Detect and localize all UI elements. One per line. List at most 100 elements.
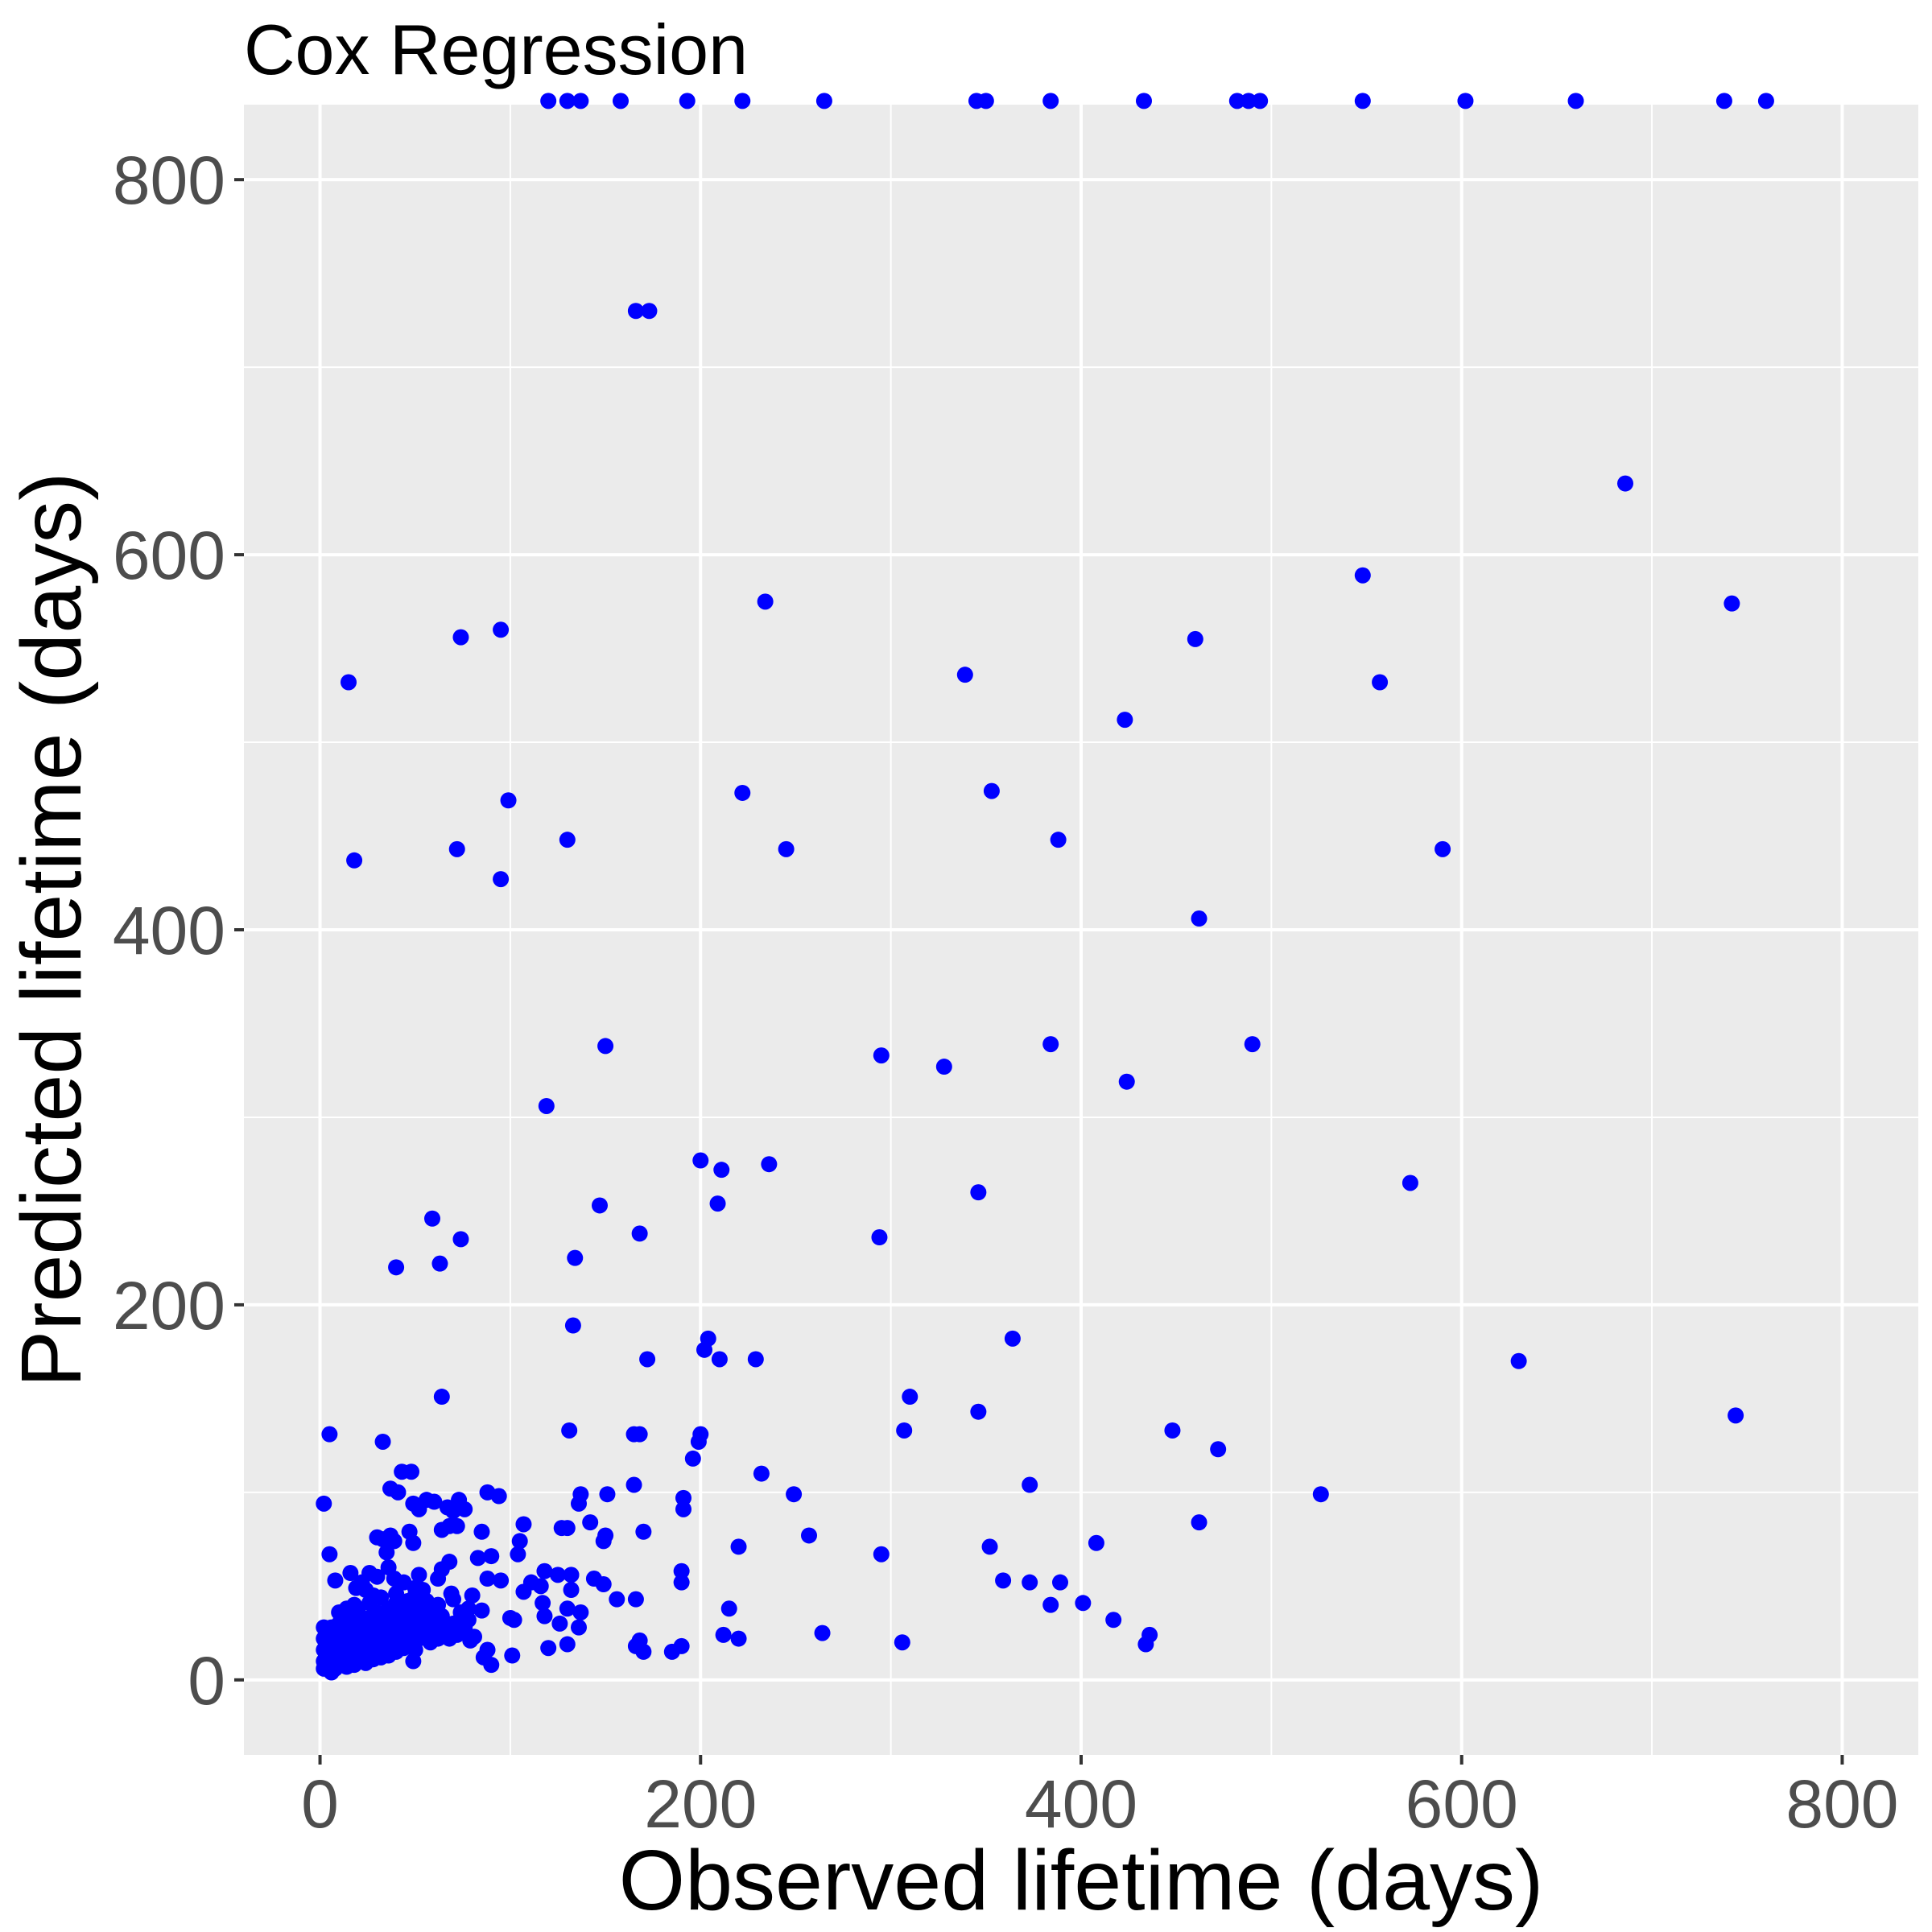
data-point [1402,1174,1418,1191]
data-point [709,1195,726,1212]
data-point [493,621,510,638]
data-point [365,1587,382,1604]
data-point [597,1038,614,1055]
data-point [1191,910,1208,927]
data-point [571,1495,587,1512]
data-point [684,1450,701,1467]
data-point [801,1527,817,1544]
data-point [452,629,469,646]
data-point [567,1249,584,1266]
data-point [504,1647,521,1664]
data-point [1354,93,1371,109]
data-point [1088,1534,1104,1551]
data-point [1715,93,1732,109]
data-point [572,93,589,109]
data-point [1457,93,1474,109]
data-point [675,1501,691,1517]
data-point [1022,1574,1038,1591]
x-tick-label: 800 [1785,1766,1898,1842]
data-point [641,303,658,320]
data-point [871,1229,888,1246]
data-point [1117,712,1133,729]
data-point [452,1231,469,1248]
data-point [935,1059,952,1075]
data-point [456,1501,473,1517]
axis-ticks [234,178,1844,1765]
data-point [540,1640,557,1657]
data-point [483,1657,500,1674]
data-point [983,782,1000,799]
data-point [757,593,774,610]
data-point [956,667,973,683]
data-point [342,1565,359,1582]
data-point [321,1426,338,1443]
data-point [551,1615,568,1632]
data-point [761,1156,778,1173]
data-point [1228,93,1245,109]
data-point [431,1255,448,1272]
data-point [559,1600,576,1617]
data-point [473,1602,490,1619]
data-point [873,1546,890,1563]
data-point [510,1546,526,1563]
data-point [536,1608,553,1624]
data-point [981,1538,998,1555]
data-point [692,1152,709,1169]
data-point [462,1632,479,1649]
data-point [814,1624,831,1641]
x-axis-title: Observed lifetime (days) [619,1833,1544,1928]
data-point [977,93,994,109]
data-point [433,1389,450,1406]
major-gridlines [244,105,1918,1755]
data-point [538,1097,555,1114]
data-point [1724,595,1740,612]
data-point [1252,93,1269,109]
data-point [1042,93,1059,109]
data-point [469,1550,486,1567]
data-point [515,1583,532,1600]
data-point [559,1636,576,1653]
data-point [753,1465,770,1482]
data-point [388,1595,405,1612]
data-point [390,1484,407,1501]
data-point [559,93,576,109]
data-point [572,1604,589,1620]
y-tick-label: 800 [113,142,225,218]
data-point [430,1596,447,1613]
x-tick-label: 400 [1025,1766,1137,1842]
y-tick-label: 0 [188,1643,225,1719]
x-tick-label: 600 [1406,1766,1518,1842]
data-point [490,1488,507,1505]
data-point [711,1351,728,1368]
data-point [353,1574,370,1591]
data-point [627,1591,644,1608]
x-tick-label: 200 [644,1766,757,1842]
data-point [631,1426,648,1443]
data-point [473,1523,490,1540]
data-point [563,1582,580,1598]
data-point [599,1486,616,1503]
data-point [316,1495,332,1512]
data-point [730,1538,747,1555]
data-point [1312,1486,1329,1503]
data-point [1372,674,1389,691]
data-point [970,1184,987,1201]
data-point [571,1619,587,1636]
data-point [747,1351,764,1368]
data-point [1617,475,1633,492]
x-tick-label: 0 [301,1766,339,1842]
data-point [378,1544,395,1561]
data-point [595,1533,612,1550]
y-tick-label: 400 [113,893,225,968]
data-point [369,1568,386,1585]
data-point [609,1591,625,1608]
data-point [500,792,517,809]
data-point [1510,1352,1527,1369]
data-point [483,1548,500,1565]
data-point [433,1521,450,1538]
data-point [1075,1595,1092,1612]
data-point [1191,1514,1208,1531]
data-point [734,93,751,109]
data-point [786,1486,803,1503]
